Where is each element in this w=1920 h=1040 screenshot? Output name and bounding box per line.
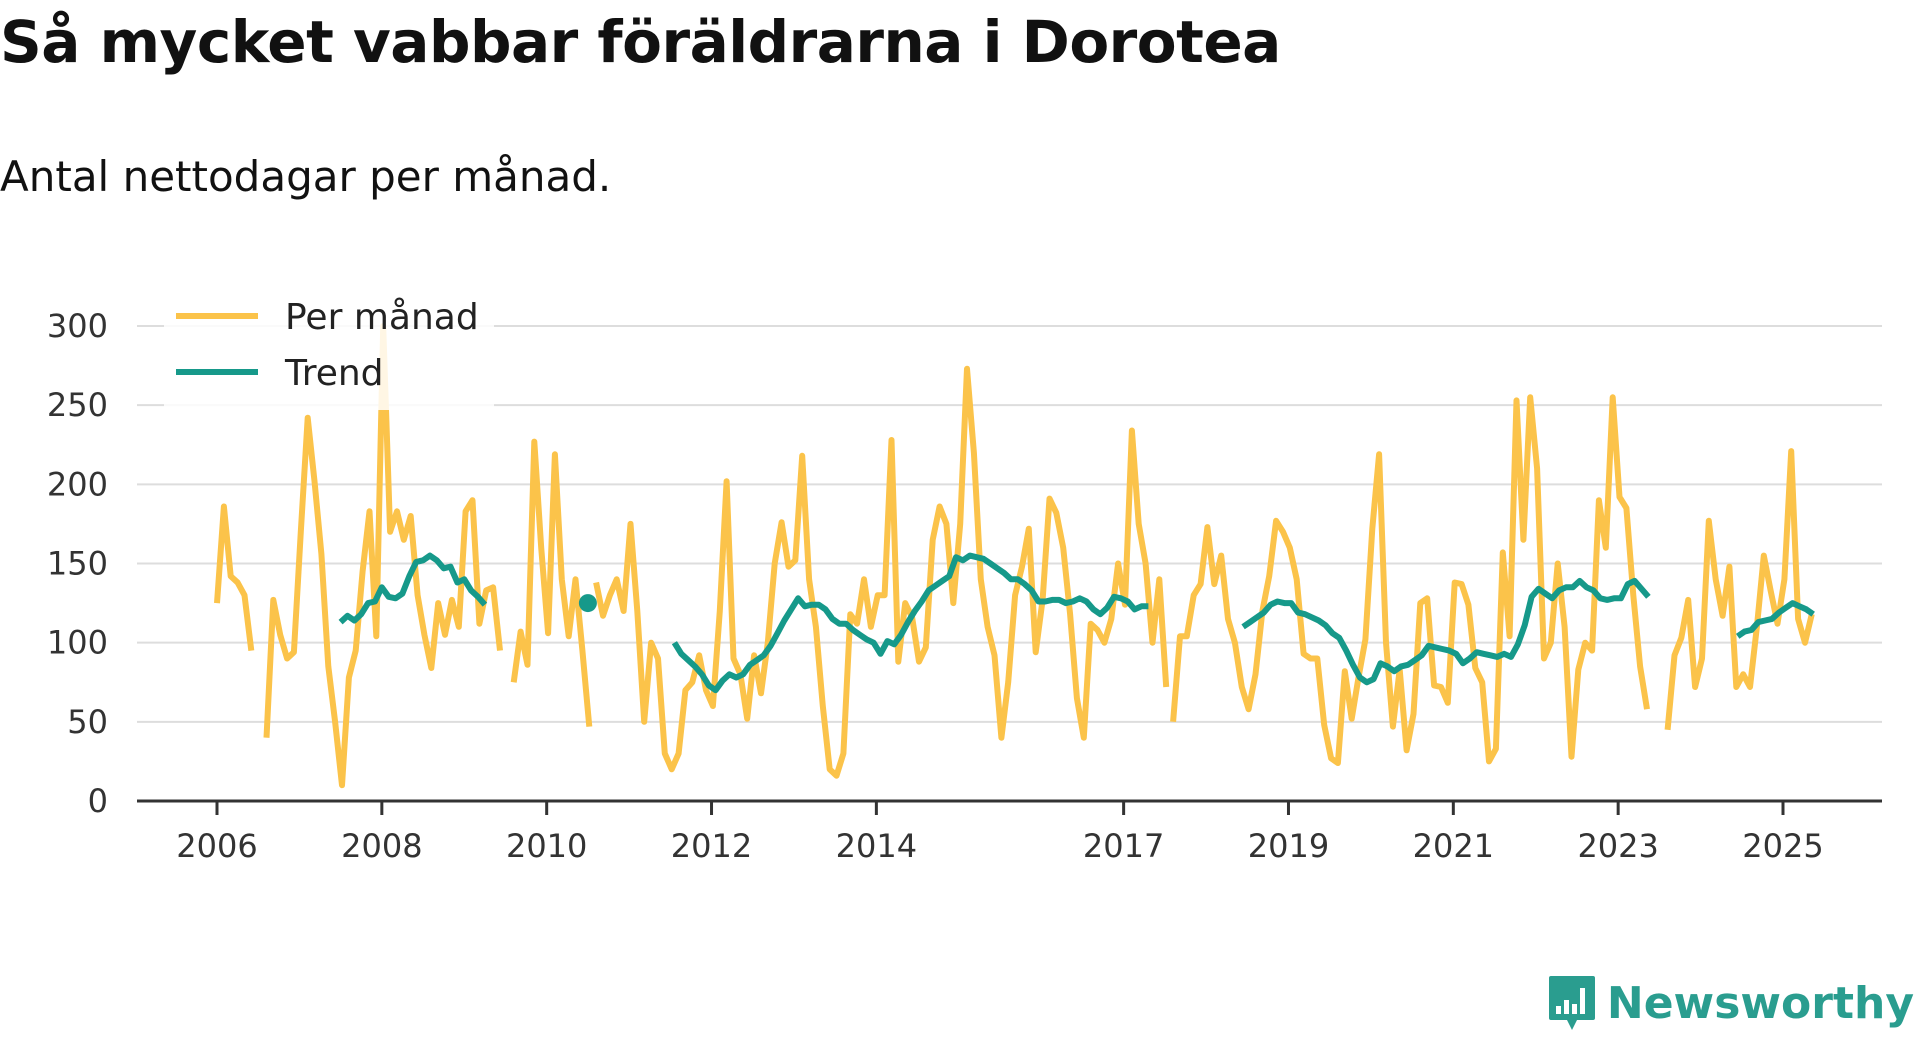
newsworthy-logo: Newsworthy bbox=[1547, 974, 1914, 1032]
chart-subtitle: Antal nettodagar per månad. bbox=[0, 152, 612, 201]
per-manad-line-segment bbox=[1170, 394, 1650, 766]
trend-point bbox=[578, 594, 597, 613]
y-tick-label: 0 bbox=[88, 782, 108, 820]
chart-title: Så mycket vabbar föräldrarna i Dorotea bbox=[0, 8, 1281, 76]
legend-label-per-manad: Per månad bbox=[285, 297, 479, 338]
per-manad-line-segment bbox=[510, 438, 593, 727]
per-manad-line-segment bbox=[1664, 448, 1815, 731]
trend-line-segment bbox=[671, 552, 1149, 694]
y-tick-label: 300 bbox=[47, 307, 108, 345]
x-tick-label: 2023 bbox=[1577, 827, 1658, 865]
x-tick-label: 2014 bbox=[836, 827, 917, 865]
bar-chart-icon bbox=[1548, 976, 1595, 1030]
legend-label-trend: Trend bbox=[284, 353, 384, 394]
x-tick-label: 2017 bbox=[1083, 827, 1164, 865]
y-tick-label: 150 bbox=[47, 545, 108, 583]
y-tick-label: 50 bbox=[67, 703, 108, 741]
trend-line-segment bbox=[338, 552, 488, 625]
y-tick-label: 250 bbox=[47, 386, 108, 424]
y-axis-ticks: 0 50 100 150 200 250 300 bbox=[47, 307, 108, 820]
legend-background bbox=[164, 292, 494, 410]
y-tick-label: 100 bbox=[47, 624, 108, 662]
x-tick-label: 2010 bbox=[506, 827, 587, 865]
brand-name: Newsworthy bbox=[1606, 977, 1914, 1029]
trend-line-segment bbox=[1241, 577, 1651, 686]
x-tick-label: 2019 bbox=[1248, 827, 1329, 865]
x-tick-label: 2021 bbox=[1413, 827, 1494, 865]
y-tick-label: 200 bbox=[47, 465, 108, 503]
x-axis: 2006 2008 2010 2012 2014 2017 2019 2021 2023 2025 bbox=[137, 799, 1882, 865]
x-tick-label: 2025 bbox=[1742, 827, 1823, 865]
trend-line-segment bbox=[1735, 600, 1815, 639]
legend: Per månad Trend bbox=[164, 292, 494, 410]
x-tick-label: 2006 bbox=[176, 827, 257, 865]
per-manad-line-segment bbox=[593, 365, 1170, 779]
x-tick-label: 2008 bbox=[341, 827, 422, 865]
x-tick-label: 2012 bbox=[671, 827, 752, 865]
per-manad-line-segment bbox=[214, 503, 255, 651]
